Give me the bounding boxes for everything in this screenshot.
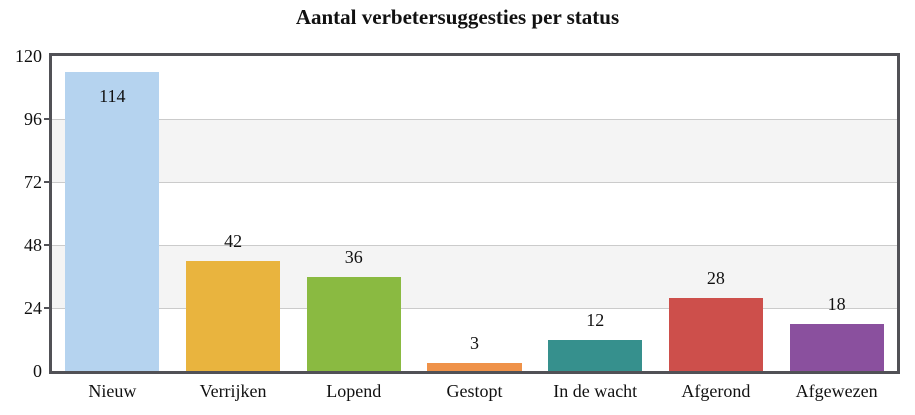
y-axis-tick-label: 72 <box>24 172 42 192</box>
bar-verrijken <box>185 260 281 371</box>
y-axis-tick-mark <box>44 118 49 120</box>
y-axis-tick-mark <box>44 244 49 246</box>
plot-area: 114 42 36 3 12 28 18 <box>49 53 900 374</box>
x-axis-label-gestopt: Gestopt <box>446 381 503 401</box>
bar-lopend <box>306 276 401 371</box>
gridline <box>52 308 897 309</box>
bar-value-label: 114 <box>99 85 126 106</box>
y-axis-tick-mark <box>44 307 49 309</box>
y-axis-tick-label: 120 <box>15 46 42 66</box>
y-axis-tick-label: 0 <box>33 361 42 381</box>
plot-inner: 114 42 36 3 12 28 18 <box>52 56 897 371</box>
y-axis-tick-label: 96 <box>24 109 42 129</box>
bar-afgerond <box>668 297 763 371</box>
gridline <box>52 119 897 120</box>
gridline <box>52 182 897 183</box>
gridline <box>52 245 897 246</box>
x-axis-label-verrijken: Verrijken <box>199 381 267 401</box>
plot-shaded-band <box>52 119 897 182</box>
bar-in-de-wacht <box>548 339 643 371</box>
x-axis-label-afgerond: Afgerond <box>681 381 751 401</box>
y-axis-tick-label: 24 <box>24 298 42 318</box>
bar-value-label: 12 <box>586 309 605 330</box>
bar-nieuw <box>65 71 160 371</box>
y-axis-tick-label: 48 <box>24 235 42 255</box>
bar-gestopt <box>427 363 522 371</box>
bar-value-label: 18 <box>827 293 846 314</box>
bar-value-label: 42 <box>224 230 243 251</box>
bar-afgewezen <box>789 323 884 371</box>
x-axis-label-lopend: Lopend <box>326 381 382 401</box>
y-axis-tick-mark <box>44 181 49 183</box>
x-axis-label-afgewezen: Afgewezen <box>795 381 878 401</box>
x-axis-label-nieuw: Nieuw <box>88 381 137 401</box>
plot-shaded-band <box>52 245 897 308</box>
bar-value-label: 3 <box>469 333 479 354</box>
bar-value-label: 36 <box>344 246 363 267</box>
chart-title: Aantal verbetersuggesties per status <box>295 5 620 29</box>
bar-value-label: 28 <box>706 267 725 288</box>
x-axis-label-in-de-wacht: In de wacht <box>553 381 638 401</box>
